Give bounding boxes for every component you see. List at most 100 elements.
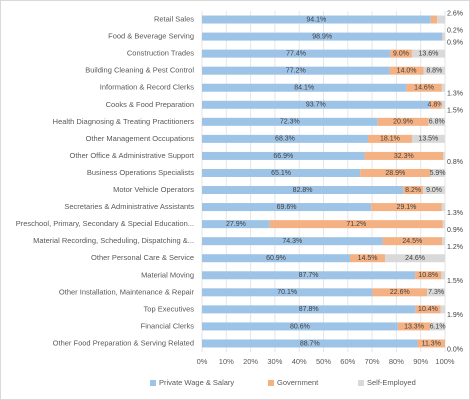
bar-segment [423, 66, 445, 75]
bar-segment [442, 237, 445, 246]
bar-segment [202, 151, 365, 160]
y-tick-label: Cooks & Food Preparation [106, 100, 194, 109]
y-tick-label: Information & Record Clerks [100, 83, 194, 92]
bar-segment [430, 168, 445, 177]
data-label: 24.5% [402, 238, 422, 245]
bar-segment [430, 15, 437, 24]
bar-segment [202, 271, 416, 280]
data-label: 18.1% [380, 136, 400, 143]
y-tick-label: Material Moving [141, 270, 194, 279]
data-label: 6.8% [429, 119, 445, 126]
data-label: 27.9% [226, 221, 246, 228]
x-tick-label: 50% [316, 357, 331, 366]
bar-segment [202, 100, 430, 109]
y-tick-label: Material Recording, Scheduling, Dispatch… [33, 236, 194, 245]
data-label: 1.5% [447, 278, 463, 285]
y-tick-label: Preschool, Primary, Secondary & Special … [16, 219, 194, 228]
data-label: 13.6% [419, 50, 439, 57]
data-label: 1.3% [447, 210, 463, 217]
bar-segment [429, 100, 442, 109]
data-label: 24.6% [405, 255, 425, 262]
data-label: 0.2% [447, 27, 463, 34]
bar-segment [382, 237, 443, 246]
x-tick-label: 10% [219, 357, 234, 366]
y-tick-label: Other Office & Administrative Support [69, 151, 194, 160]
y-tick-label: Retail Sales [154, 15, 194, 24]
x-tick-label: 100% [435, 357, 455, 366]
x-tick-label: 90% [413, 357, 428, 366]
bar-segment [441, 271, 445, 280]
data-label: 77.2% [286, 68, 306, 75]
bar-segment [269, 220, 443, 229]
x-tick-label: 0% [197, 357, 208, 366]
legend-swatch [268, 380, 274, 386]
data-label: 22.6% [390, 289, 410, 296]
bar-segment [202, 117, 378, 126]
data-label: 10.8% [418, 272, 438, 279]
bar-segment [415, 305, 441, 314]
bar-segment [202, 15, 431, 24]
data-label: 9.0% [393, 50, 409, 57]
y-tick-label: Other Personal Care & Service [91, 253, 194, 262]
y-tick-label: Business Operations Specialists [87, 168, 194, 177]
bar-segment [202, 203, 372, 212]
data-label: 93.7% [306, 102, 326, 109]
bar-segment [360, 168, 431, 177]
data-label: 60.9% [266, 255, 286, 262]
bar-segment [436, 15, 445, 24]
bar-segment [202, 254, 350, 263]
data-label: 7.3% [428, 289, 444, 296]
bar-segment [202, 49, 391, 58]
bar-segment [427, 288, 445, 297]
legend-swatch [150, 380, 156, 386]
bar-segment [202, 168, 361, 177]
data-label: 69.6% [277, 204, 297, 211]
bar-segment [202, 186, 404, 195]
data-label: 29.1% [397, 204, 417, 211]
x-tick-label: 20% [243, 357, 258, 366]
bar-segment [202, 288, 373, 297]
data-label: 70.1% [277, 289, 297, 296]
data-label: 20.9% [393, 119, 413, 126]
bar-segment [349, 254, 386, 263]
y-tick-label: Other Management Occupations [86, 134, 195, 143]
bar-segment [367, 134, 412, 143]
bar-segment [406, 83, 442, 92]
data-label: 4.8% [428, 102, 444, 109]
data-label: 11.3% [422, 340, 441, 347]
data-label: 2.6% [447, 10, 463, 17]
y-tick-label: Construction Trades [127, 49, 194, 58]
data-label: 80.6% [290, 323, 310, 330]
bar-segment [411, 134, 445, 143]
data-label: 0.9% [447, 39, 463, 46]
data-label: 14.5% [358, 255, 378, 262]
bar-segment [403, 186, 424, 195]
data-label: 0.8% [447, 159, 463, 166]
bar-segment [202, 305, 416, 314]
bar-segment [441, 100, 445, 109]
x-tick-label: 80% [389, 357, 404, 366]
bar-segment [417, 339, 445, 348]
y-tick-label: Other Food Preparation & Serving Related [53, 338, 194, 347]
bar-segment [202, 66, 390, 75]
data-label: 87.7% [299, 272, 319, 279]
bar-segment [428, 117, 445, 126]
x-tick-label: 70% [365, 357, 380, 366]
data-label: 71.2% [346, 221, 366, 228]
data-label: 13.3% [404, 323, 424, 330]
data-label: 8.2% [405, 187, 421, 194]
data-label: 32.3% [394, 153, 414, 160]
bar-segment [202, 339, 418, 348]
y-tick-label: Other Installation, Maintenance & Repair [59, 287, 195, 296]
bar-segment [441, 203, 445, 212]
bar-segment [411, 49, 445, 58]
bar-segment [202, 32, 443, 41]
data-label: 13.5% [418, 136, 438, 143]
data-label: 87.8% [299, 306, 319, 313]
data-label: 1.3% [447, 91, 463, 98]
bar-segment [397, 322, 431, 331]
y-tick-label: Health Diagnosing & Treating Practitione… [53, 117, 195, 126]
bar-segment [364, 151, 444, 160]
data-label: 1.5% [447, 108, 463, 115]
legend-swatch [358, 380, 364, 386]
